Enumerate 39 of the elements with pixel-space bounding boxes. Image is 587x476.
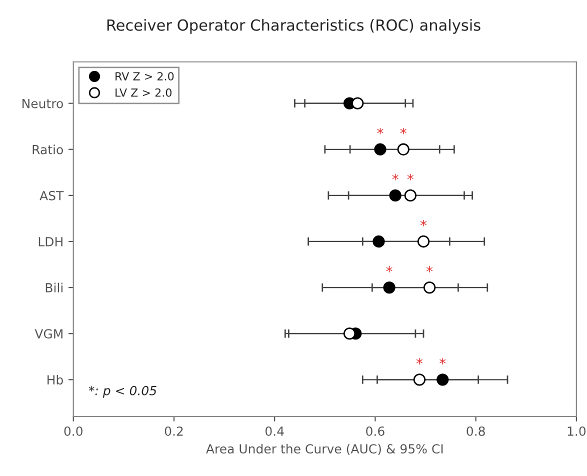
x-tick-label: 0.6 — [366, 426, 384, 436]
x-tick-label: 0.2 — [164, 426, 183, 436]
y-tick-label: Hb — [48, 374, 63, 385]
annotation: *: p < 0.05 — [88, 386, 156, 398]
annotation: * — [386, 266, 392, 272]
annotation: * — [407, 174, 414, 180]
point — [383, 281, 396, 294]
x-tick-label: 0.8 — [466, 426, 485, 436]
point — [417, 235, 430, 248]
point — [372, 235, 385, 248]
point — [352, 97, 364, 110]
y-tick-label: Bili — [46, 282, 62, 292]
x-tick-label: 0.0 — [64, 426, 82, 436]
point — [413, 374, 426, 386]
chart-title: Receiver Operator Characteristics (ROC) analysis — [107, 19, 480, 34]
y-tick-label: Neutro — [22, 98, 63, 108]
point — [436, 374, 449, 386]
y-tick-label: VGM — [34, 329, 62, 339]
annotation: * — [440, 358, 446, 364]
annotation: * — [400, 128, 406, 134]
point — [343, 328, 356, 340]
y-tick-label: Ratio — [32, 144, 63, 154]
annotation: * — [426, 266, 433, 272]
annotation: * — [416, 358, 423, 364]
x-axis-title: Area Under the Curve (AUC) & 95% CI — [206, 444, 443, 456]
point — [423, 281, 436, 294]
annotation: * — [420, 220, 427, 226]
point — [374, 143, 386, 156]
legend-label: LV Z > 2.0 — [116, 88, 172, 97]
annotation: * — [392, 174, 398, 180]
point — [404, 189, 416, 202]
y-tick-label: LDH — [38, 237, 62, 246]
point — [389, 189, 402, 202]
x-tick-label: 1.0 — [568, 426, 586, 436]
y-tick-label: AST — [40, 190, 64, 200]
x-tick-label: 0.4 — [265, 426, 284, 436]
annotation: * — [377, 128, 384, 134]
legend-label: RV Z > 2.0 — [116, 72, 174, 80]
point — [397, 143, 410, 156]
